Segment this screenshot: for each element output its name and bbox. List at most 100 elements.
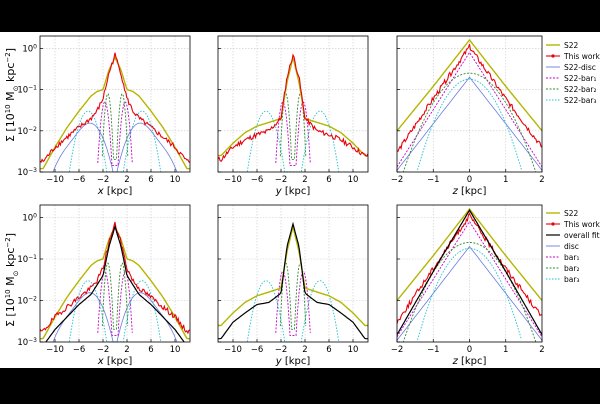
legend-label-bar1: bar₁ (564, 253, 579, 262)
bar2-curve (101, 262, 129, 330)
y-tick-label: 100 (22, 43, 37, 55)
disc-curve (397, 76, 542, 171)
plot-area (397, 207, 542, 342)
disc-curve (52, 122, 178, 172)
y-tick-label: 10−1 (17, 84, 37, 96)
ylabel-unit: kpc (4, 63, 17, 86)
ylabel-unit-exp: −2 (4, 237, 12, 247)
x-tick-label: −2 (275, 345, 288, 355)
y-tick-label: 10−3 (17, 167, 37, 179)
x-tick-label: 0 (467, 175, 472, 185)
bar1-curve (275, 271, 311, 337)
bar1-curve (97, 101, 133, 167)
x-tick-label: −10 (46, 175, 64, 185)
y-tick-base: 10 (17, 127, 28, 137)
x-tick-label: 2 (124, 345, 129, 355)
legend-label-s22: S22 (564, 209, 579, 218)
y-tick-base: 10 (22, 213, 33, 223)
overall-fit-curve (45, 224, 185, 342)
panel-frame (39, 204, 191, 343)
x-tick-label: 6 (148, 175, 153, 185)
panel-frame (217, 204, 369, 343)
panel-frame (39, 35, 191, 173)
ylabel-sun: ⊙ (12, 85, 20, 91)
x-tick-label: −1 (427, 175, 440, 185)
x-tick-label: −10 (224, 345, 242, 355)
y-tick-label: 100 (22, 212, 37, 224)
s22-curve (218, 226, 368, 327)
x-tick-label: 10 (170, 175, 181, 185)
y-tick-exp: 0 (33, 43, 37, 50)
x-tick-label: 1 (503, 175, 508, 185)
legend-label-disc: S22-disc (564, 63, 596, 72)
ylabel-part: Σ [10 (4, 113, 17, 142)
y-tick-base: 10 (17, 255, 28, 265)
ylabel-part: Σ [10 (4, 298, 17, 327)
panel-top-y: −10 −6 −2 2 6 10 y [kpc] (217, 35, 369, 197)
this-work-curve (40, 221, 190, 335)
x-axis-unit: [kpc] (282, 186, 311, 197)
x-tick-label: −2 (391, 175, 404, 185)
bar3-curve (417, 247, 522, 340)
legend-bottom: S22 This work overall fit disc bar₁ bar₂ bar₃ (546, 209, 600, 284)
bar3-curve (417, 78, 522, 170)
y-tick-label: 10−3 (17, 337, 37, 349)
legend-label-this_work: This work (563, 52, 600, 61)
x-axis-unit: [kpc] (458, 356, 487, 367)
legend-label-bar2: S22-bar₂ (564, 85, 596, 94)
x-tick-label: 2 (124, 175, 129, 185)
ylabel-unit: kpc (4, 248, 17, 271)
legend-marker (551, 222, 555, 226)
x-tick-label: −10 (224, 175, 242, 185)
bar1-curve (97, 271, 133, 337)
plot-area (397, 38, 542, 172)
x-tick-label: 10 (170, 345, 181, 355)
x-tick-label: −10 (46, 345, 64, 355)
y-axis-label-bottom: Σ [1010 M⊙ kpc−2] (4, 233, 20, 327)
overall-fit-curve (397, 209, 542, 335)
x-tick-label: −1 (427, 345, 440, 355)
ylabel-close: ] (4, 48, 17, 52)
x-tick-label: −6 (73, 175, 86, 185)
x-axis-unit: [kpc] (104, 186, 133, 197)
panel-bottom-z: −2 −1 0 1 2 z [kpc] (391, 204, 545, 367)
x-axis-var: y (275, 186, 283, 197)
s22-curve (397, 207, 542, 301)
this-work-curve (218, 53, 368, 163)
disc-curve (397, 245, 542, 341)
ylabel-mid: M (4, 276, 17, 289)
x-axis-label: y [kpc] (275, 186, 311, 197)
this-work-curve (397, 44, 542, 152)
s22-curve (397, 38, 542, 132)
x-tick-label: −2 (275, 175, 288, 185)
x-tick-label: −6 (251, 345, 264, 355)
x-tick-label: −6 (73, 345, 86, 355)
x-tick-label: 6 (326, 175, 331, 185)
y-tick-base: 10 (17, 168, 28, 178)
ylabel-exp: 10 (4, 289, 12, 298)
x-tick-label: −2 (391, 345, 404, 355)
x-axis-unit: [kpc] (458, 186, 487, 197)
bar2-curve (402, 72, 537, 172)
y-tick-exp: −3 (28, 167, 37, 174)
ylabel-mid: M (4, 91, 17, 104)
x-axis-label: x [kpc] (97, 356, 133, 367)
y-tick-exp: −1 (28, 84, 37, 91)
x-tick-label: −2 (97, 345, 110, 355)
x-axis-var: x (97, 186, 104, 197)
x-axis-label: z [kpc] (452, 356, 487, 367)
x-axis-var: x (97, 356, 104, 367)
y-tick-exp: −1 (28, 253, 37, 260)
x-tick-label: 2 (302, 345, 307, 355)
x-axis-unit: [kpc] (104, 356, 133, 367)
legend-label-bar2: bar₂ (564, 264, 579, 273)
x-axis-var: z (452, 356, 459, 367)
legend-label-s22: S22 (564, 41, 579, 50)
x-tick-label: 2 (302, 175, 307, 185)
this-work-curve (397, 212, 542, 324)
legend-label-this_work: This work (563, 220, 600, 229)
legend-label-overall: overall fit (564, 231, 600, 240)
